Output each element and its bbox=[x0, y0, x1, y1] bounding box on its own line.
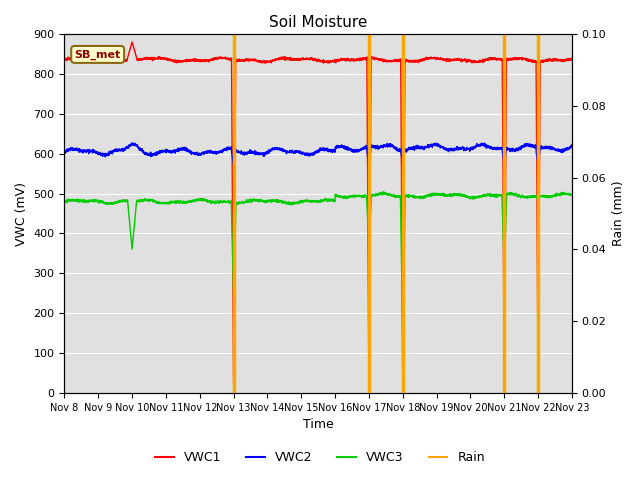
Y-axis label: VWC (mV): VWC (mV) bbox=[15, 181, 28, 246]
Title: Soil Moisture: Soil Moisture bbox=[269, 15, 367, 30]
Text: SB_met: SB_met bbox=[74, 49, 121, 60]
X-axis label: Time: Time bbox=[303, 419, 333, 432]
Legend: VWC1, VWC2, VWC3, Rain: VWC1, VWC2, VWC3, Rain bbox=[150, 446, 490, 469]
Y-axis label: Rain (mm): Rain (mm) bbox=[612, 181, 625, 246]
